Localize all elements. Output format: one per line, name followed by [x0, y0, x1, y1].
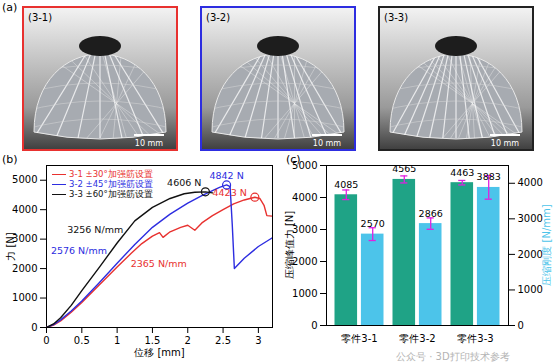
svg-text:(3-2): (3-2) — [206, 12, 230, 23]
svg-text:2.5: 2.5 — [215, 335, 231, 346]
svg-text:4842 N: 4842 N — [209, 170, 243, 181]
svg-text:零件3-1: 零件3-1 — [341, 333, 377, 344]
svg-text:0: 0 — [43, 335, 49, 346]
svg-text:10 mm: 10 mm — [135, 139, 164, 148]
svg-text:0: 0 — [31, 322, 37, 333]
svg-text:3000: 3000 — [12, 233, 37, 244]
svg-text:位移 [mm]: 位移 [mm] — [134, 347, 185, 358]
svg-text:(3-1): (3-1) — [28, 12, 52, 23]
svg-text:2000: 2000 — [12, 263, 37, 274]
svg-text:力 [N]: 力 [N] — [5, 232, 16, 261]
svg-text:1000: 1000 — [292, 288, 317, 299]
svg-text:(3-3): (3-3) — [384, 12, 408, 23]
svg-text:3000: 3000 — [292, 224, 317, 235]
svg-text:零件3-2: 零件3-2 — [399, 333, 435, 344]
svg-text:1: 1 — [114, 335, 120, 346]
svg-text:0: 0 — [311, 320, 317, 331]
svg-text:4000: 4000 — [518, 177, 543, 188]
svg-text:零件3-3: 零件3-3 — [457, 333, 493, 344]
svg-text:1000: 1000 — [12, 292, 37, 303]
svg-text:4606 N: 4606 N — [167, 177, 201, 188]
svg-text:4463: 4463 — [450, 167, 474, 178]
svg-text:0.5: 0.5 — [74, 335, 90, 346]
svg-text:4423 N: 4423 N — [213, 187, 247, 198]
svg-text:2: 2 — [185, 335, 191, 346]
svg-text:5000: 5000 — [12, 174, 37, 185]
svg-text:1.5: 1.5 — [144, 335, 160, 346]
svg-text:3: 3 — [255, 335, 261, 346]
svg-text:10 mm: 10 mm — [313, 139, 342, 148]
svg-text:3883: 3883 — [477, 171, 501, 182]
svg-text:2570: 2570 — [361, 218, 385, 229]
svg-text:0: 0 — [518, 320, 524, 331]
svg-text:1000: 1000 — [518, 284, 543, 295]
svg-text:3000: 3000 — [518, 213, 543, 224]
svg-text:2000: 2000 — [518, 249, 543, 260]
svg-text:3256 N/mm: 3256 N/mm — [67, 224, 123, 235]
svg-text:2866: 2866 — [419, 208, 443, 219]
svg-text:4085: 4085 — [334, 179, 358, 190]
svg-text:4000: 4000 — [292, 192, 317, 203]
svg-text:2000: 2000 — [292, 256, 317, 267]
svg-text:2365 N/mm: 2365 N/mm — [131, 258, 187, 269]
svg-text:4000: 4000 — [12, 204, 37, 215]
svg-text:2576 N/mm: 2576 N/mm — [51, 245, 107, 256]
svg-text:10 mm: 10 mm — [491, 139, 520, 148]
